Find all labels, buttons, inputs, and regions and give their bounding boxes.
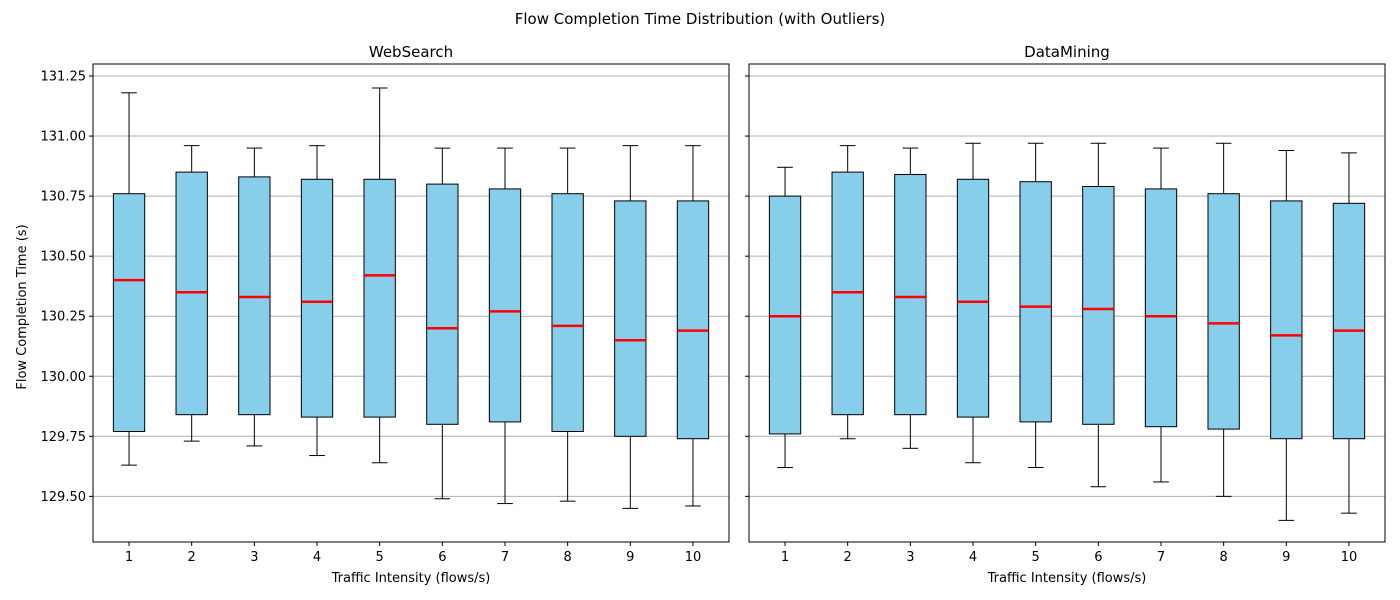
x-tick-label: 7 bbox=[501, 550, 509, 565]
x-tick-label: 1 bbox=[781, 550, 789, 565]
panel-datamining: DataMining Traffic Intensity (flows/s) 1… bbox=[745, 43, 1386, 586]
box-5 bbox=[363, 87, 396, 464]
y-tick-label: 131.25 bbox=[41, 70, 87, 85]
y-tick-label: 131.00 bbox=[41, 130, 87, 145]
x-tick-label: 1 bbox=[125, 550, 133, 565]
x-tick-label: 8 bbox=[1220, 550, 1228, 565]
y-tick-label: 130.25 bbox=[41, 310, 87, 325]
y-tick-label: 130.50 bbox=[41, 250, 87, 265]
iqr-box bbox=[1019, 181, 1052, 423]
axes-frame bbox=[748, 63, 1386, 543]
box-1 bbox=[112, 92, 146, 466]
x-tick-label: 4 bbox=[969, 550, 977, 565]
iqr-box bbox=[894, 173, 927, 416]
iqr-box bbox=[363, 178, 396, 418]
iqr-box bbox=[300, 178, 334, 418]
figure-suptitle: Flow Completion Time Distribution (with … bbox=[515, 10, 885, 28]
box-2 bbox=[175, 145, 208, 442]
iqr-box bbox=[551, 193, 584, 433]
y-axis-label: Flow Completion Time (s) bbox=[15, 224, 30, 389]
box-10 bbox=[676, 145, 710, 507]
iqr-box bbox=[614, 200, 647, 437]
x-axis-label: Traffic Intensity (flows/s) bbox=[987, 571, 1147, 586]
box-4 bbox=[956, 142, 990, 464]
iqr-box bbox=[488, 188, 522, 423]
iqr-box bbox=[1144, 188, 1178, 428]
x-axis-label: Traffic Intensity (flows/s) bbox=[331, 571, 491, 586]
iqr-box bbox=[112, 193, 146, 433]
y-tick-label: 130.00 bbox=[41, 370, 87, 385]
box-8 bbox=[551, 147, 584, 502]
box-1 bbox=[768, 166, 802, 469]
x-tick-label: 5 bbox=[1032, 550, 1040, 565]
box-5 bbox=[1019, 142, 1052, 469]
x-tick-label: 5 bbox=[376, 550, 384, 565]
x-tick-label: 10 bbox=[1341, 550, 1358, 565]
box-10 bbox=[1332, 152, 1366, 514]
x-tick-label: 8 bbox=[564, 550, 572, 565]
y-tick-label: 129.75 bbox=[41, 430, 87, 445]
panel-title: WebSearch bbox=[369, 43, 453, 61]
y-tick-label: 130.75 bbox=[41, 190, 87, 205]
box-6 bbox=[426, 147, 459, 500]
iqr-box bbox=[1082, 186, 1115, 425]
box-7 bbox=[1144, 147, 1178, 483]
box-2 bbox=[831, 145, 864, 440]
y-tick-label: 129.50 bbox=[41, 490, 87, 505]
axes-frame bbox=[92, 63, 730, 543]
box-4 bbox=[300, 145, 334, 457]
x-tick-label: 2 bbox=[188, 550, 196, 565]
box-9 bbox=[1270, 149, 1303, 521]
box-3 bbox=[238, 147, 271, 447]
box-6 bbox=[1082, 142, 1115, 488]
x-tick-label: 6 bbox=[1094, 550, 1102, 565]
iqr-box bbox=[1270, 200, 1303, 440]
box-9 bbox=[614, 145, 647, 509]
iqr-box bbox=[1207, 193, 1240, 430]
x-tick-label: 3 bbox=[906, 550, 914, 565]
box-8 bbox=[1207, 142, 1240, 497]
iqr-box bbox=[1332, 202, 1366, 440]
x-tick-label: 4 bbox=[313, 550, 321, 565]
x-tick-label: 6 bbox=[438, 550, 446, 565]
x-tick-label: 9 bbox=[1282, 550, 1290, 565]
iqr-box bbox=[676, 200, 710, 440]
panel-websearch: WebSearch Traffic Intensity (flows/s) Fl… bbox=[15, 43, 730, 586]
box-3 bbox=[894, 147, 927, 449]
iqr-box bbox=[956, 178, 990, 418]
x-tick-label: 3 bbox=[250, 550, 258, 565]
x-tick-label: 2 bbox=[844, 550, 852, 565]
panel-title: DataMining bbox=[1024, 43, 1110, 61]
iqr-box bbox=[426, 183, 459, 425]
x-tick-label: 7 bbox=[1157, 550, 1165, 565]
x-tick-label: 9 bbox=[626, 550, 634, 565]
box-7 bbox=[488, 147, 522, 505]
x-tick-label: 10 bbox=[685, 550, 702, 565]
